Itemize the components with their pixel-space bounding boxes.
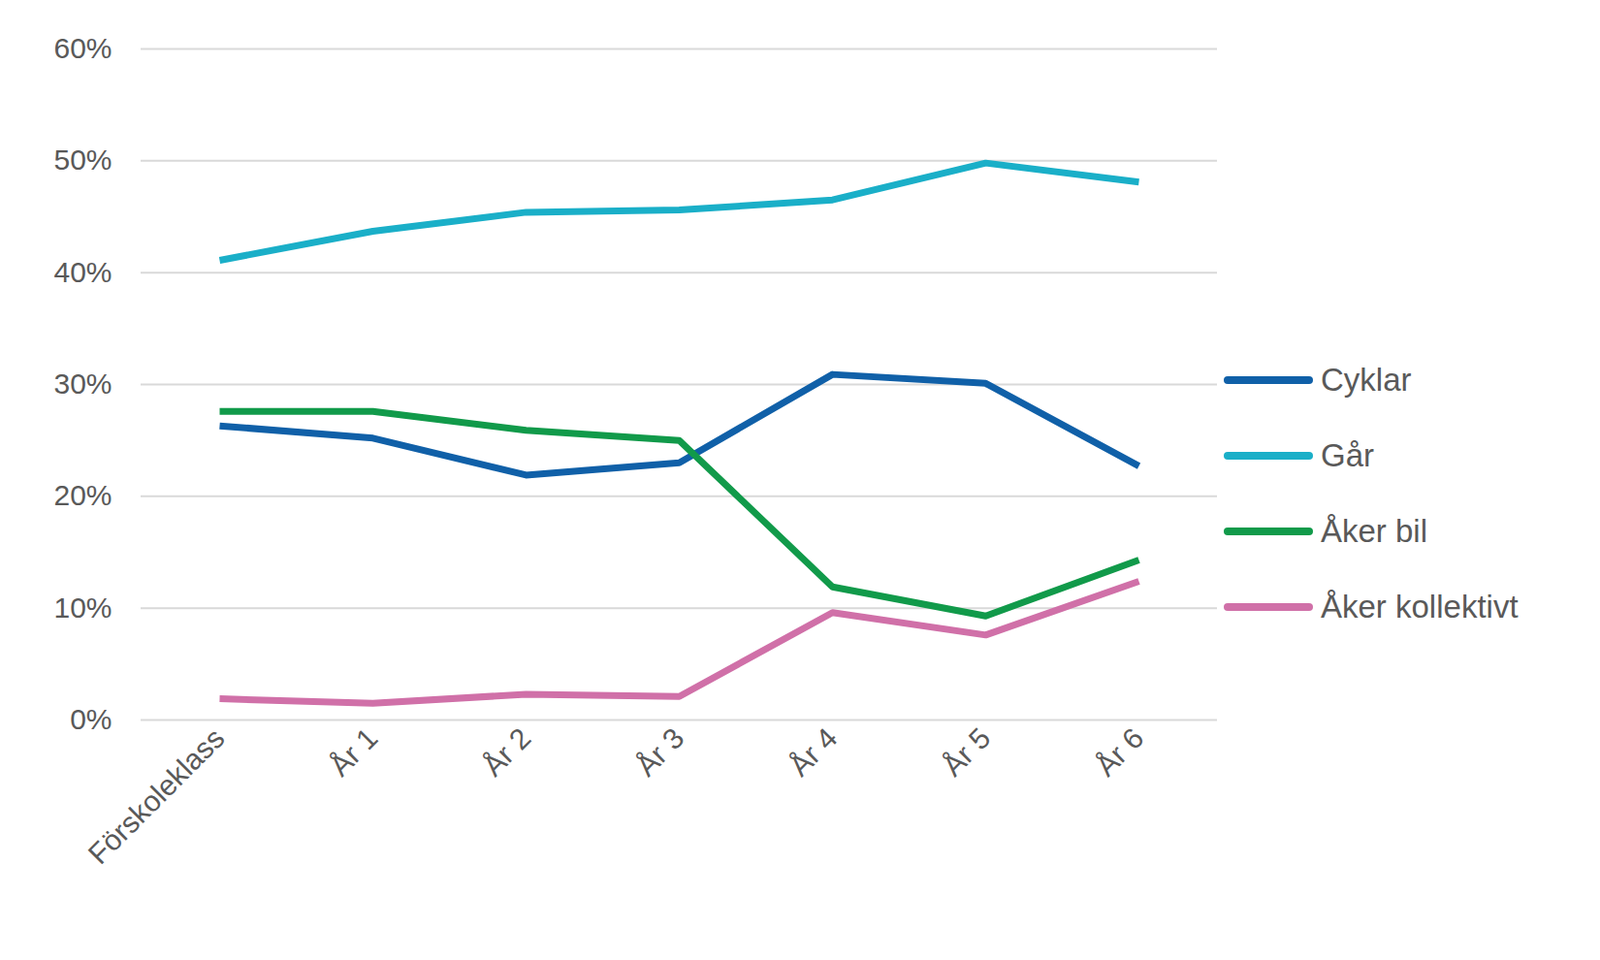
html-text:Cyklar: Cyklar	[1320, 361, 1412, 398]
svg-text:30%: 30%	[53, 367, 112, 400]
html-text:Åker kollektivt: Åker kollektivt	[1320, 588, 1519, 625]
html-text:Åker bil: Åker bil	[1320, 512, 1428, 549]
svg-text:År 3: År 3	[629, 721, 690, 782]
svg-text:År 6: År 6	[1088, 721, 1150, 782]
svg-text:60%: 60%	[53, 32, 112, 64]
svg-text:Förskoleklass: Förskoleklass	[82, 721, 231, 870]
svg-text:40%: 40%	[53, 256, 112, 288]
svg-text:10%: 10%	[53, 591, 112, 624]
html-text:Går: Går	[1320, 437, 1375, 474]
svg-text:50%: 50%	[53, 143, 112, 176]
svg-text:20%: 20%	[53, 479, 112, 512]
svg-text:År 1: År 1	[322, 721, 384, 782]
svg-text:År 2: År 2	[476, 721, 537, 782]
svg-text:År 5: År 5	[935, 721, 996, 782]
svg-text:0%: 0%	[69, 703, 112, 736]
svg-text:År 4: År 4	[782, 721, 843, 782]
